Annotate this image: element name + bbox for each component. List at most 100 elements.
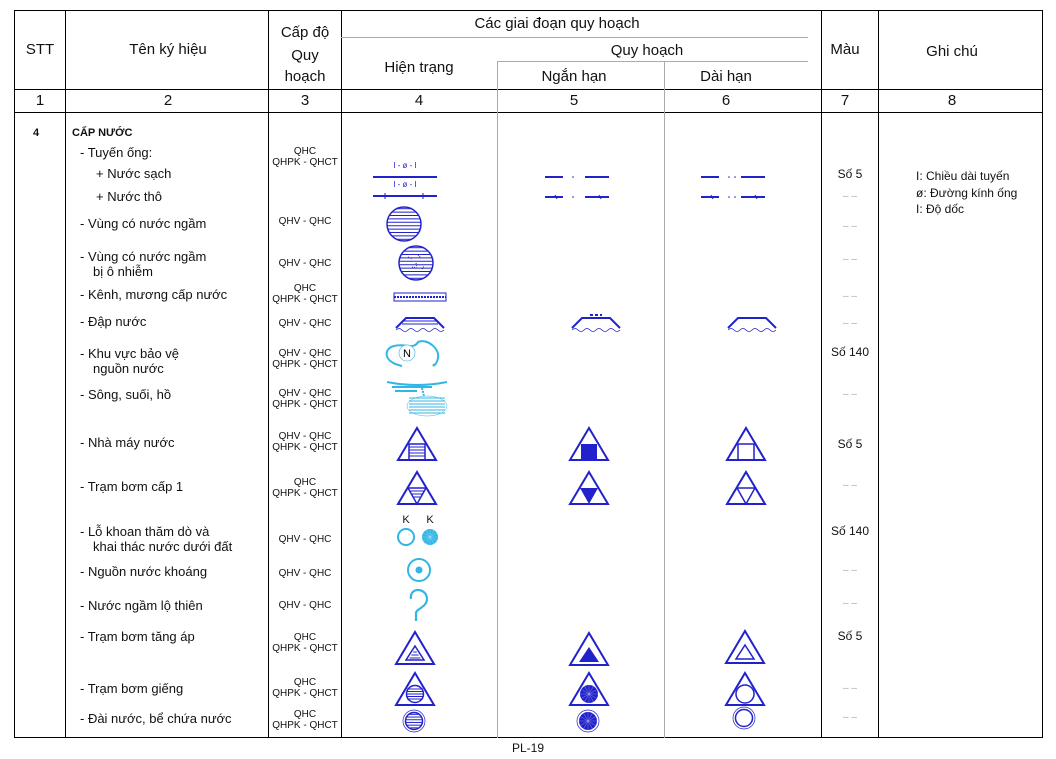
planning-level: QHC [293, 677, 317, 688]
page-number: PL-19 [511, 741, 545, 755]
planning-level: QHPK - QHCT [272, 488, 338, 499]
header-color: Màu [830, 41, 860, 58]
note-length: I: Chiều dài tuyến [916, 169, 1010, 183]
pump-station-long-term-icon [725, 470, 767, 506]
color-code: Số 140 [830, 524, 870, 538]
planning-level: QHPK - QHCT [272, 157, 338, 168]
column-number: 6 [721, 92, 731, 109]
well-pump-current-icon [394, 671, 436, 706]
planning-level: QHV - QHC [278, 431, 332, 442]
color-code: Số 5 [837, 629, 863, 643]
header-note: Ghi chú [926, 43, 978, 60]
planning-level: QHPK - QHCT [272, 720, 338, 731]
symbol-name: - Sông, suối, hồ [80, 387, 172, 402]
stages-divider [341, 37, 808, 38]
col-divider [664, 61, 665, 738]
symbol-name: - Trạm bơm cấp 1 [80, 479, 184, 494]
color-code: – – [843, 683, 857, 694]
header-level-2: Quy [291, 47, 319, 64]
color-code: Số 140 [830, 345, 870, 359]
header-stt: STT [25, 41, 55, 58]
header-stages: Các giai đoạn quy hoạch [474, 15, 640, 32]
planning-divider [497, 61, 808, 62]
color-code: – – [843, 389, 857, 400]
water-tower-long-term-icon [732, 706, 756, 730]
header-long-term: Dài hạn [700, 68, 752, 85]
symbol-name: - Đài nước, bể chứa nước [80, 711, 232, 726]
color-code: – – [843, 291, 857, 302]
river-lake-icon [386, 381, 448, 417]
planned-clean-water-pipe-icon [701, 176, 765, 178]
color-code: – – [843, 712, 857, 723]
water-tower-current-icon [402, 709, 426, 733]
color-code: – – [843, 565, 857, 576]
planning-level: QHV - QHC [278, 534, 332, 545]
notes: I: Chiều dài tuyến ø: Đường kính ống I: … [916, 168, 1017, 218]
header-current: Hiện trạng [384, 59, 454, 76]
symbol-name: - Nhà máy nước [80, 435, 175, 450]
planning-level: QHPK - QHCT [272, 399, 338, 410]
section-stt: 4 [33, 127, 40, 139]
well-label: K [402, 514, 410, 526]
col-divider [878, 10, 879, 738]
dam-long-term-icon [727, 317, 777, 332]
water-canal-icon [393, 292, 447, 302]
column-number: 5 [569, 92, 579, 109]
col-divider [65, 10, 66, 738]
color-code: – – [843, 191, 857, 202]
note-slope: I: Độ dốc [916, 202, 965, 216]
planning-level: QHPK - QHCT [272, 294, 338, 305]
planning-level: QHV - QHC [278, 258, 332, 269]
planning-level: QHC [293, 146, 317, 157]
color-code: – – [843, 254, 857, 265]
planned-raw-water-pipe-icon [545, 194, 609, 200]
symbol-name: - Trạm bơm giếng [80, 681, 184, 696]
planning-level: QHC [293, 477, 317, 488]
column-number: 3 [300, 92, 310, 109]
symbol-name: nguồn nước [93, 361, 164, 376]
table-border-right [1042, 10, 1043, 738]
planning-level: QHV - QHC [278, 568, 332, 579]
note-diameter: ø: Đường kính ống [916, 185, 1018, 200]
color-code: Số 5 [837, 167, 863, 181]
exploration-well-icon [397, 528, 415, 546]
well-pump-long-term-icon [724, 671, 766, 706]
planning-level: QHPK - QHCT [272, 359, 338, 370]
symbol-name: bị ô nhiễm [93, 264, 153, 279]
number-row-divider [14, 112, 1043, 113]
table-border-left [14, 10, 15, 738]
col-divider [821, 10, 822, 738]
color-code: – – [843, 318, 857, 329]
symbol-name: - Vùng có nước ngầm [80, 249, 207, 264]
planning-level: QHV - QHC [278, 318, 332, 329]
planning-level: QHC [293, 709, 317, 720]
well-pump-short-term-icon [568, 671, 610, 706]
water-protection-zone-icon: N [385, 340, 440, 367]
header-level-3: hoạch [284, 68, 326, 85]
booster-pump-short-term-icon [568, 631, 610, 666]
water-tower-short-term-icon [576, 709, 600, 733]
planning-level: QHPK - QHCT [272, 688, 338, 699]
water-plant-long-term-icon [725, 426, 767, 461]
column-number: 4 [414, 92, 424, 109]
booster-pump-long-term-icon [724, 629, 766, 664]
planned-raw-water-pipe-icon [701, 194, 765, 200]
booster-pump-current-icon [394, 630, 436, 665]
svg-text:N: N [403, 348, 411, 360]
planning-level: QHC [293, 283, 317, 294]
exposed-groundwater-icon [409, 588, 429, 621]
symbol-name: - Vùng có nước ngầm [80, 216, 207, 231]
column-number: 7 [840, 92, 850, 109]
symbol-name: - Đập nước [80, 314, 147, 329]
pipe-label: I - ø - I [393, 180, 417, 189]
color-code: – – [843, 480, 857, 491]
symbol-name: - Nguồn nước khoáng [80, 564, 208, 579]
water-plant-short-term-icon [568, 426, 610, 461]
pipe-label: I - ø - I [393, 161, 417, 170]
header-divider [14, 89, 1043, 90]
col-divider [341, 10, 342, 738]
planning-level: QHV - QHC [278, 216, 332, 227]
color-code: Số 5 [837, 437, 863, 451]
planning-level: QHV - QHC [278, 388, 332, 399]
